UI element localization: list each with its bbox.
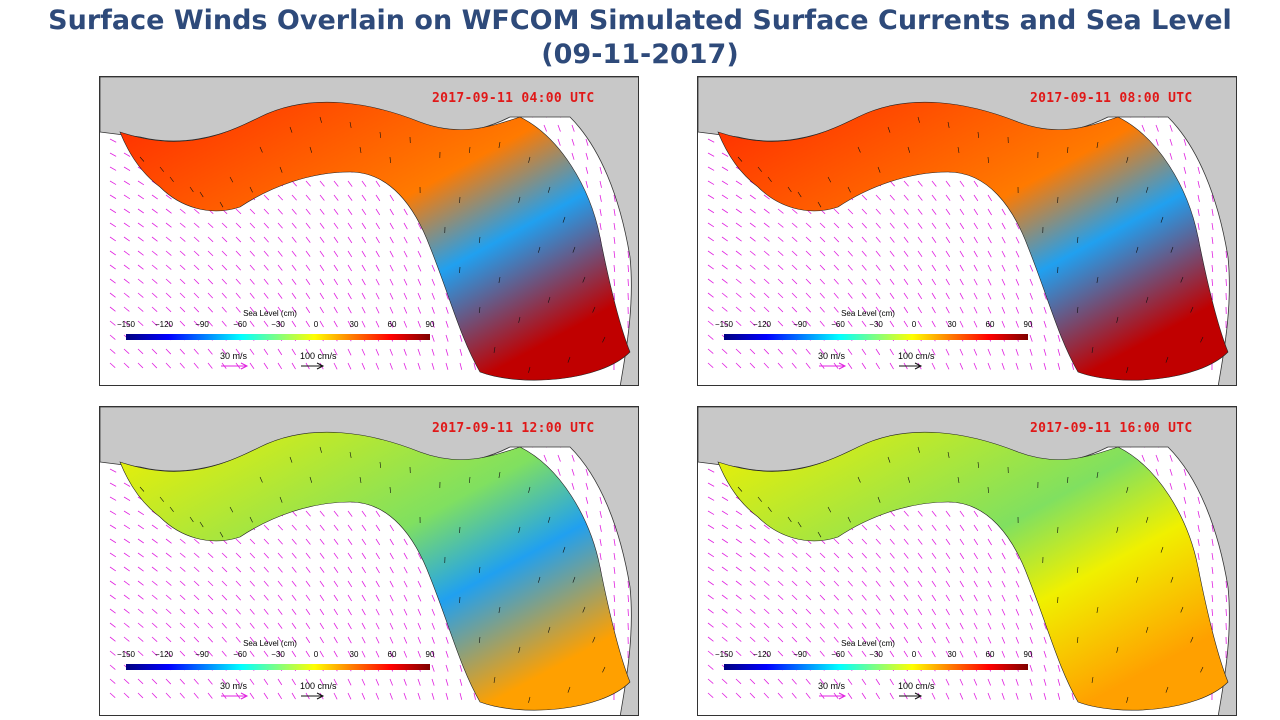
colorbar-tick-label: −90 <box>793 650 807 659</box>
colorbar-title: Sea Level (cm) <box>841 309 895 318</box>
sea-level-colorbar <box>724 664 1028 670</box>
colorbar-title: Sea Level (cm) <box>243 309 297 318</box>
colorbar-tick-label: −120 <box>752 320 772 329</box>
sea-level-field <box>717 431 1229 711</box>
sea-level-map <box>100 407 638 715</box>
panel-timestamp: 2017-09-11 04:00 UTC <box>432 91 595 106</box>
colorbar-tick-label: 90 <box>425 650 435 659</box>
colorbar-tick-label: 0 <box>313 650 319 659</box>
wind-scale-arrow-icon <box>221 362 249 370</box>
colorbar-tick-label: 60 <box>387 320 397 329</box>
current-scale-label: 100 cm/s <box>300 681 337 691</box>
current-vector-field <box>139 446 606 703</box>
map-panel-0400: 2017-09-11 04:00 UTC Sea Level (cm) −150… <box>99 76 639 386</box>
map-panel-0800: 2017-09-11 08:00 UTC Sea Level (cm) −150… <box>697 76 1237 386</box>
colorbar-tick-label: 30 <box>349 650 359 659</box>
sea-level-field <box>119 101 631 381</box>
colorbar-tick-label: −150 <box>714 320 734 329</box>
colorbar-tick-label: 30 <box>947 320 957 329</box>
colorbar-tick-label: −150 <box>714 650 734 659</box>
sea-level-map <box>100 77 638 385</box>
colorbar-tick-label: −30 <box>869 650 883 659</box>
wind-scale-arrow-icon <box>819 692 847 700</box>
wind-scale-arrow-icon <box>221 692 249 700</box>
colorbar-ticks: −150 −120 −90 −60 −30 0 30 60 90 <box>715 650 1032 660</box>
current-scale-label: 100 cm/s <box>300 351 337 361</box>
colorbar-tick-label: 30 <box>349 320 359 329</box>
current-scale-arrow-icon <box>301 692 325 700</box>
page-title: Surface Winds Overlain on WFCOM Simulate… <box>0 4 1280 72</box>
map-panel-1200: 2017-09-11 12:00 UTC Sea Level (cm) −150… <box>99 406 639 716</box>
sea-level-colorbar <box>126 664 430 670</box>
colorbar-tick-label: 90 <box>1023 650 1033 659</box>
wind-scale-label: 30 m/s <box>818 351 846 361</box>
colorbar-tick-label: 0 <box>313 320 319 329</box>
current-vector-field <box>139 116 606 373</box>
sea-level-map <box>698 77 1236 385</box>
title-line-2: (09-11-2017) <box>541 39 739 70</box>
colorbar-tick-label: −90 <box>195 650 209 659</box>
sea-level-field <box>717 101 1229 381</box>
colorbar-tick-label: −120 <box>154 320 174 329</box>
colorbar-ticks: −150 −120 −90 −60 −30 0 30 60 90 <box>117 320 434 330</box>
current-scale-label: 100 cm/s <box>898 351 935 361</box>
colorbar-tick-label: −60 <box>831 320 845 329</box>
colorbar-tick-label: −60 <box>831 650 845 659</box>
colorbar-tick-label: 90 <box>1023 320 1033 329</box>
current-scale-arrow-icon <box>899 692 923 700</box>
colorbar-tick-label: −150 <box>116 650 136 659</box>
wind-scale-label: 30 m/s <box>220 351 248 361</box>
current-scale-arrow-icon <box>301 362 325 370</box>
wind-scale-arrow-icon <box>819 362 847 370</box>
colorbar-tick-label: −120 <box>752 650 772 659</box>
current-vector-field <box>737 446 1204 703</box>
colorbar-tick-label: 60 <box>985 650 995 659</box>
colorbar-tick-label: 0 <box>911 650 917 659</box>
sea-level-field <box>119 431 631 711</box>
colorbar-tick-label: −120 <box>154 650 174 659</box>
colorbar-tick-label: 60 <box>387 650 397 659</box>
colorbar-tick-label: 30 <box>947 650 957 659</box>
colorbar-tick-label: −90 <box>195 320 209 329</box>
panel-timestamp: 2017-09-11 12:00 UTC <box>432 421 595 436</box>
current-scale-arrow-icon <box>899 362 923 370</box>
panel-timestamp: 2017-09-11 16:00 UTC <box>1030 421 1193 436</box>
colorbar-ticks: −150 −120 −90 −60 −30 0 30 60 90 <box>715 320 1032 330</box>
panel-timestamp: 2017-09-11 08:00 UTC <box>1030 91 1193 106</box>
sea-level-map <box>698 407 1236 715</box>
wind-scale-label: 30 m/s <box>220 681 248 691</box>
colorbar-title: Sea Level (cm) <box>243 639 297 648</box>
colorbar-tick-label: −30 <box>271 320 285 329</box>
colorbar-tick-label: 90 <box>425 320 435 329</box>
wind-scale-label: 30 m/s <box>818 681 846 691</box>
colorbar-tick-label: −60 <box>233 320 247 329</box>
sea-level-colorbar <box>126 334 430 340</box>
colorbar-ticks: −150 −120 −90 −60 −30 0 30 60 90 <box>117 650 434 660</box>
colorbar-tick-label: −60 <box>233 650 247 659</box>
colorbar-tick-label: −90 <box>793 320 807 329</box>
colorbar-tick-label: −30 <box>869 320 883 329</box>
current-scale-label: 100 cm/s <box>898 681 935 691</box>
title-line-1: Surface Winds Overlain on WFCOM Simulate… <box>48 5 1232 36</box>
colorbar-tick-label: −150 <box>116 320 136 329</box>
colorbar-tick-label: 60 <box>985 320 995 329</box>
colorbar-tick-label: 0 <box>911 320 917 329</box>
sea-level-colorbar <box>724 334 1028 340</box>
map-panel-1600: 2017-09-11 16:00 UTC Sea Level (cm) −150… <box>697 406 1237 716</box>
current-vector-field <box>737 116 1204 373</box>
colorbar-title: Sea Level (cm) <box>841 639 895 648</box>
colorbar-tick-label: −30 <box>271 650 285 659</box>
